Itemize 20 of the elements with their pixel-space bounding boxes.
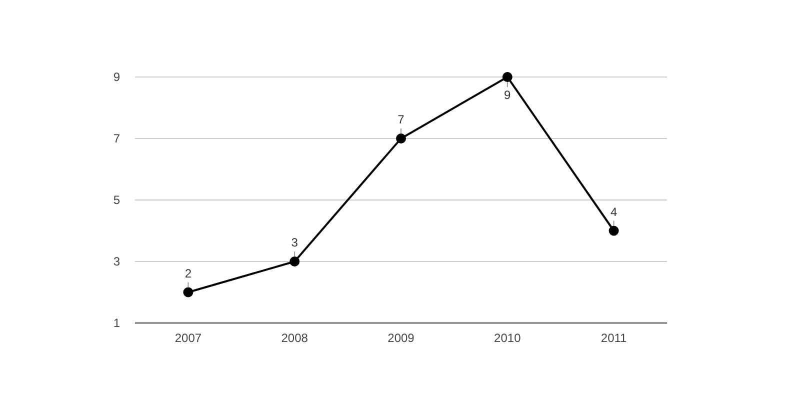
x-tick-label: 2010	[494, 331, 522, 345]
point	[502, 72, 512, 82]
x-tick-label: 2011	[600, 331, 628, 345]
y-tick-label: 9	[113, 70, 120, 84]
point	[396, 134, 406, 144]
point	[183, 287, 194, 298]
y-tick-label: 7	[113, 132, 120, 146]
data-label: 2	[184, 266, 192, 280]
x-tick-label: 2007	[174, 331, 202, 345]
data-label: 4	[610, 204, 618, 219]
x-tick-label: 2009	[388, 331, 415, 345]
y-tick-label: 5	[113, 193, 120, 208]
point	[608, 226, 619, 236]
x-tick-label: 2008	[281, 331, 308, 345]
y-tick-label: 1	[113, 316, 120, 330]
data-label: 9	[504, 88, 512, 102]
data-label: 3	[291, 236, 298, 250]
data-label: 7	[398, 112, 405, 126]
y-tick-label: 3	[113, 254, 120, 269]
point	[290, 256, 300, 266]
